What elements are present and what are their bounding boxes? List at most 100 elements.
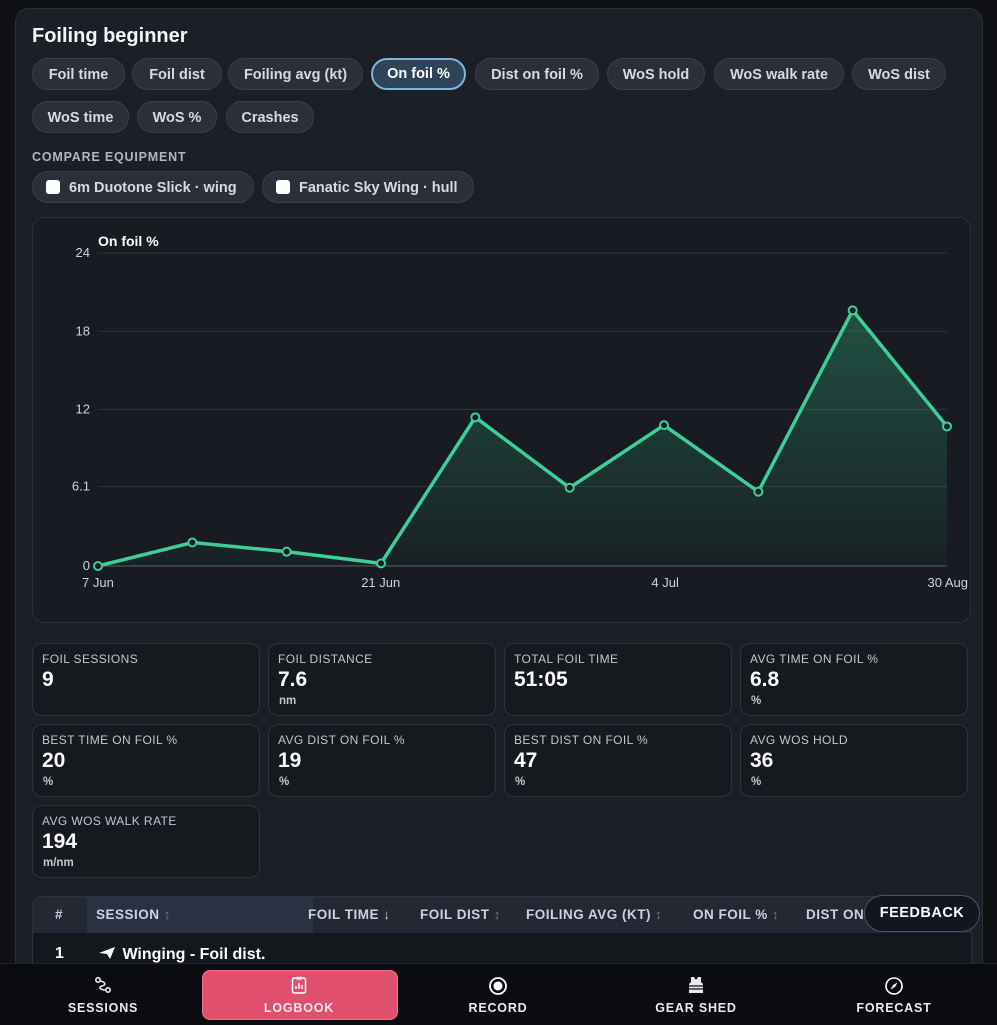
data-point xyxy=(376,558,386,569)
stat-value: 194 xyxy=(42,830,78,853)
metric-chip-wos-time[interactable]: WoS time xyxy=(32,101,129,133)
nav-item-forecast[interactable]: FORECAST xyxy=(795,964,993,1025)
page-title: Foiling beginner xyxy=(32,25,188,47)
column-header-foil-time[interactable]: FOIL TIME ↓ xyxy=(308,907,391,922)
checkbox-icon[interactable] xyxy=(46,180,60,194)
metric-chip-wos-dist[interactable]: WoS dist xyxy=(852,58,946,90)
x-tick-label: 4 Jul xyxy=(651,575,679,590)
stat-label: FOIL SESSIONS xyxy=(42,652,139,666)
stat-value: 51:05 xyxy=(514,668,568,691)
column-header-session[interactable]: SESSION ↕ xyxy=(96,907,172,922)
table-header-highlight xyxy=(87,897,313,933)
stat-value: 6.8 xyxy=(750,668,780,691)
wing-icon xyxy=(99,947,115,959)
compare-equipment-label: COMPARE EQUIPMENT xyxy=(32,150,187,164)
data-point xyxy=(564,482,575,493)
stat-label: FOIL DISTANCE xyxy=(278,652,373,666)
y-tick-label: 12 xyxy=(76,402,90,417)
checkbox-icon[interactable] xyxy=(276,180,290,194)
stat-card-foil-distance: FOIL DISTANCE 7.6 nm xyxy=(268,643,496,716)
route-icon xyxy=(94,976,112,994)
y-tick-label: 6.1 xyxy=(72,478,90,493)
record-icon xyxy=(489,977,507,995)
on-foil-chart: 0 6.1 12 18 24 7 Jun 21 Jun 4 Jul 30 Aug On foil … xyxy=(32,217,971,623)
stat-value: 20 xyxy=(42,749,66,772)
stat-label: AVG DIST ON FOIL % xyxy=(278,733,406,747)
nav-label: RECORD xyxy=(468,1001,528,1015)
metric-chip-foiling-avg[interactable]: Foiling avg (kt) xyxy=(228,58,363,90)
vest-icon xyxy=(689,977,703,993)
chart-svg: 0 6.1 12 18 24 7 Jun 21 Jun 4 Jul 30 Aug On foil … xyxy=(72,233,969,590)
stat-value: 47 xyxy=(514,749,538,772)
metric-chip-on-foil-pct[interactable]: On foil % xyxy=(371,58,466,90)
bottom-nav: SESSIONS LOGBOOK RECORD GEAR SHED FORECA… xyxy=(0,963,997,1025)
nav-item-record[interactable]: RECORD xyxy=(399,964,597,1025)
stat-card-avg-wos-hold: AVG WOS HOLD 36 % xyxy=(740,724,968,797)
feedback-button[interactable]: FEEDBACK xyxy=(864,895,980,932)
stat-card-foil-sessions: FOIL SESSIONS 9 xyxy=(32,643,260,716)
sort-icon: ↕ xyxy=(163,907,172,922)
nav-item-logbook[interactable]: LOGBOOK xyxy=(200,964,398,1025)
y-tick-label: 0 xyxy=(83,558,90,573)
series-area xyxy=(98,310,947,566)
data-point xyxy=(281,546,292,557)
sort-icon: ↕ xyxy=(493,907,502,922)
stat-card-total-foil-time: TOTAL FOIL TIME 51:05 xyxy=(504,643,732,716)
chart-title: On foil % xyxy=(98,233,159,249)
table-header: # SESSION ↕ FOIL TIME ↓ FOIL DIST ↕ FOIL… xyxy=(33,897,971,933)
data-point xyxy=(942,421,952,432)
stat-value: 36 xyxy=(750,749,774,772)
stat-label: BEST DIST ON FOIL % xyxy=(514,733,649,747)
stat-unit: % xyxy=(751,695,762,707)
stat-unit: % xyxy=(515,776,526,788)
logbook-card: Foiling beginner Foil time Foil dist Foi… xyxy=(15,8,983,1010)
x-tick-label: 7 Jun xyxy=(82,575,114,590)
nav-label: GEAR SHED xyxy=(655,1001,737,1015)
equipment-option-label: Fanatic Sky Wing · hull xyxy=(299,180,458,196)
stat-value: 7.6 xyxy=(278,668,308,691)
stat-card-avg-dist-on-foil: AVG DIST ON FOIL % 19 % xyxy=(268,724,496,797)
nav-label: SESSIONS xyxy=(67,1001,139,1015)
metric-chip-wos-hold[interactable]: WoS hold xyxy=(607,58,705,90)
stat-value: 19 xyxy=(278,749,302,772)
equipment-option-fanatic[interactable]: Fanatic Sky Wing · hull xyxy=(262,171,474,203)
data-point xyxy=(93,561,103,571)
sort-icon: ↕ xyxy=(655,907,663,922)
metric-chip-dist-on-foil-pct[interactable]: Dist on foil % xyxy=(475,58,599,90)
sort-desc-icon: ↓ xyxy=(383,907,391,922)
data-point xyxy=(470,412,481,423)
x-tick-label: 21 Jun xyxy=(361,575,400,590)
column-header-foiling-avg[interactable]: FOILING AVG (KT) ↕ xyxy=(526,907,663,922)
sort-icon: ↕ xyxy=(772,907,780,922)
y-tick-label: 18 xyxy=(76,323,90,338)
metric-chip-wos-pct[interactable]: WoS % xyxy=(137,101,217,133)
nav-label: LOGBOOK xyxy=(263,1001,335,1015)
nav-item-sessions[interactable]: SESSIONS xyxy=(4,964,202,1025)
x-tick-label: 30 Aug xyxy=(928,575,969,590)
data-point xyxy=(753,486,764,497)
compass-icon xyxy=(885,977,903,995)
series-line xyxy=(97,308,949,568)
equipment-option-label: 6m Duotone Slick · wing xyxy=(69,180,237,196)
metric-chip-crashes[interactable]: Crashes xyxy=(226,101,314,133)
stat-label: AVG TIME ON FOIL % xyxy=(750,652,879,666)
metric-chip-foil-dist[interactable]: Foil dist xyxy=(132,58,222,90)
stat-label: BEST TIME ON FOIL % xyxy=(42,733,178,747)
column-header-foil-dist[interactable]: FOIL DIST ↕ xyxy=(420,907,502,922)
session-name: Winging - Foil dist. xyxy=(122,946,266,963)
table-row[interactable]: Winging - Foil dist. xyxy=(98,945,265,964)
column-header-on-foil-pct[interactable]: ON FOIL % ↕ xyxy=(693,907,780,922)
stat-value: 9 xyxy=(42,668,54,691)
metric-chip-wos-walk-rate[interactable]: WoS walk rate xyxy=(714,58,844,90)
data-point xyxy=(187,537,198,548)
metric-chip-foil-time[interactable]: Foil time xyxy=(32,58,125,90)
stat-unit: % xyxy=(751,776,762,788)
nav-item-gear-shed[interactable]: GEAR SHED xyxy=(597,964,795,1025)
stat-card-best-time-on-foil: BEST TIME ON FOIL % 20 % xyxy=(32,724,260,797)
equipment-option-duotone[interactable]: 6m Duotone Slick · wing xyxy=(32,171,254,203)
nav-label: FORECAST xyxy=(856,1001,932,1015)
data-point xyxy=(847,305,858,316)
column-header-dist-on-foil[interactable]: DIST ON xyxy=(806,907,865,922)
column-header-number: # xyxy=(55,907,64,922)
stat-unit: m/nm xyxy=(43,857,74,869)
